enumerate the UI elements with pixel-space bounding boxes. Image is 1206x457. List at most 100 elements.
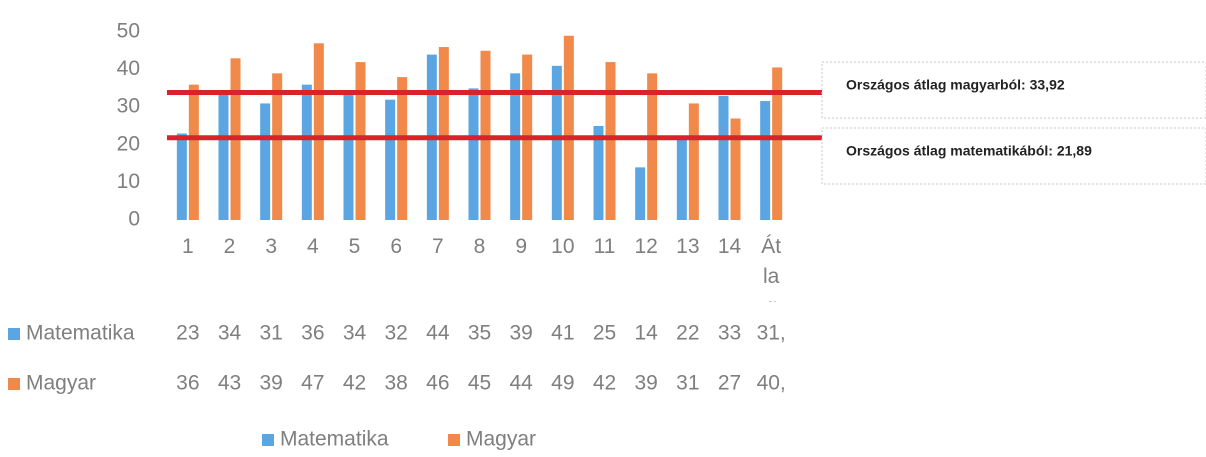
x-tick-label-box: 7: [431, 235, 444, 258]
bar: [176, 133, 187, 220]
bar: [438, 47, 449, 220]
table-cell: 31: [676, 372, 699, 395]
table-cell: 34: [343, 322, 367, 345]
x-tick-label-box: 1: [181, 235, 194, 258]
x-tick-label: 8: [473, 235, 486, 258]
table-cell: 39: [259, 372, 282, 395]
bar: [730, 118, 741, 220]
bar: [468, 88, 479, 221]
y-tick-label: 40: [117, 57, 140, 80]
bar: [272, 73, 283, 220]
x-tick-label-box: 8: [473, 235, 486, 258]
legend-label: Matematika: [280, 428, 389, 451]
bar: [635, 167, 646, 220]
table-cell: 36: [176, 372, 199, 395]
table-cell: 40,: [757, 372, 786, 395]
bar: [218, 92, 229, 220]
table-cell: 42: [593, 372, 616, 395]
table-legend-key: [8, 328, 20, 340]
x-tick-label-box: 10: [551, 235, 575, 258]
x-tick-label: 9: [515, 235, 527, 258]
bar: [313, 43, 324, 220]
bar: [301, 84, 312, 220]
bar: [551, 65, 562, 220]
x-tick-label: 1: [181, 235, 194, 258]
table-cell: 43: [218, 372, 241, 395]
legend-key: [262, 434, 274, 446]
x-tick-label-box: 4: [306, 235, 319, 258]
x-tick-label-box: 5: [348, 235, 361, 258]
table-cell: 49: [551, 372, 574, 395]
table-cell: 34: [218, 322, 242, 345]
x-tick-label-box: 11: [593, 235, 616, 258]
x-tick-label-box: 9: [515, 235, 527, 258]
table-cell: 41: [551, 322, 574, 345]
bar: [343, 92, 354, 220]
y-tick-label: 0: [128, 208, 140, 231]
annotation-box: [821, 127, 1206, 185]
table-legend-key: [8, 378, 20, 390]
table-cell: 14: [634, 322, 658, 345]
x-tick-label: 3: [265, 235, 277, 258]
table-cell: 42: [343, 372, 366, 395]
y-tick-label: 50: [117, 20, 140, 43]
table-cell: 31: [259, 322, 282, 345]
x-tick-label: 14: [717, 235, 742, 258]
y-tick-label: 30: [117, 95, 140, 118]
x-tick-label-box: 6: [390, 235, 402, 258]
x-tick-label: 5: [348, 235, 361, 258]
table-cell: 44: [509, 372, 533, 395]
table-cell: 46: [426, 372, 449, 395]
x-tick-label: 4: [306, 235, 319, 258]
bar: [260, 103, 271, 220]
x-tick-label: Átlag: [761, 235, 782, 302]
table-row-header: Matematika: [26, 322, 135, 345]
x-tick-label: 12: [634, 235, 658, 258]
bar: [718, 95, 729, 220]
x-tick-label: 2: [223, 235, 236, 258]
table-cell: 44: [426, 322, 450, 345]
x-tick-label: 11: [593, 235, 616, 258]
table-cell: 39: [509, 322, 532, 345]
bar: [397, 77, 408, 221]
table-cell: 23: [176, 322, 199, 345]
table-cell: 35: [468, 322, 491, 345]
table-cell: 39: [634, 372, 657, 395]
table-cell: 38: [384, 372, 407, 395]
bar: [688, 103, 699, 220]
legend-label: Magyar: [466, 428, 536, 451]
x-tick-label-box: 13: [676, 235, 700, 258]
x-tick-label-box: 2: [223, 235, 236, 258]
x-tick-label-box: Átlag: [761, 235, 782, 302]
x-tick-label: 7: [431, 235, 444, 258]
x-tick-label: 6: [390, 235, 402, 258]
x-tick-label-box: 12: [634, 235, 658, 258]
annotation: Országos átlag matematikából: 21,89: [846, 143, 1092, 159]
x-tick-label: 10: [551, 235, 575, 258]
bar: [563, 35, 574, 221]
y-tick-label: 10: [117, 170, 140, 193]
table-cell: 22: [676, 322, 699, 345]
x-tick-label-box: 3: [265, 235, 277, 258]
y-tick-label: 20: [117, 132, 140, 155]
table-cell: 27: [718, 372, 741, 395]
bar: [510, 73, 521, 220]
x-tick-label-box: 14: [717, 235, 742, 258]
table-cell: 31,: [757, 322, 786, 345]
table-cell: 33: [718, 322, 741, 345]
table-row-header: Magyar: [26, 372, 96, 395]
table-cell: 45: [468, 372, 491, 395]
table-cell: 25: [593, 322, 616, 345]
bar: [676, 137, 687, 220]
bar: [647, 73, 658, 220]
annotation-box: [821, 61, 1206, 119]
x-tick-label: 13: [676, 235, 700, 258]
table-cell: 47: [301, 372, 324, 395]
bar: [593, 126, 604, 220]
bar: [188, 84, 199, 220]
bar: [385, 99, 396, 220]
table-cell: 36: [301, 322, 324, 345]
bar: [772, 67, 783, 220]
annotation: Országos átlag magyarból: 33,92: [846, 77, 1065, 93]
